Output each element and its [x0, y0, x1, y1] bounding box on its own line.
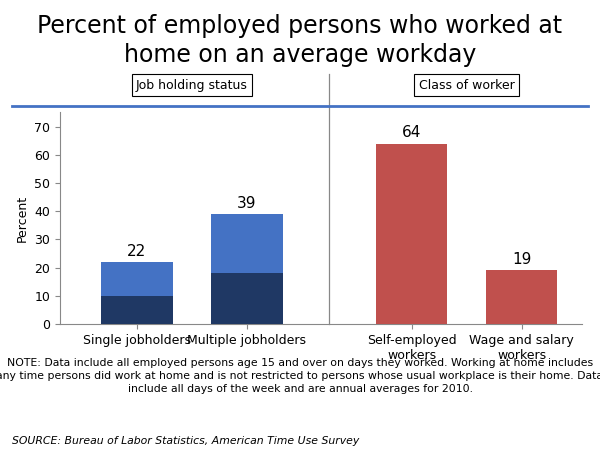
Text: 39: 39 [237, 196, 257, 211]
Y-axis label: Percent: Percent [16, 195, 29, 242]
Bar [376, 144, 448, 324]
Text: 19: 19 [512, 252, 531, 267]
Text: Job holding status: Job holding status [136, 78, 248, 91]
Text: Class of worker: Class of worker [419, 78, 514, 91]
Text: Percent of employed persons who worked at
home on an average workday: Percent of employed persons who worked a… [37, 14, 563, 67]
Text: 22: 22 [127, 243, 146, 259]
Text: SOURCE: Bureau of Labor Statistics, American Time Use Survey: SOURCE: Bureau of Labor Statistics, Amer… [12, 436, 359, 446]
Text: 64: 64 [402, 125, 421, 140]
Bar [486, 270, 557, 324]
Bar [101, 262, 173, 324]
Text: NOTE: Data include all employed persons age 15 and over on days they worked. Wor: NOTE: Data include all employed persons … [0, 358, 600, 394]
Bar [211, 273, 283, 324]
Bar [101, 296, 173, 324]
Bar [211, 214, 283, 324]
